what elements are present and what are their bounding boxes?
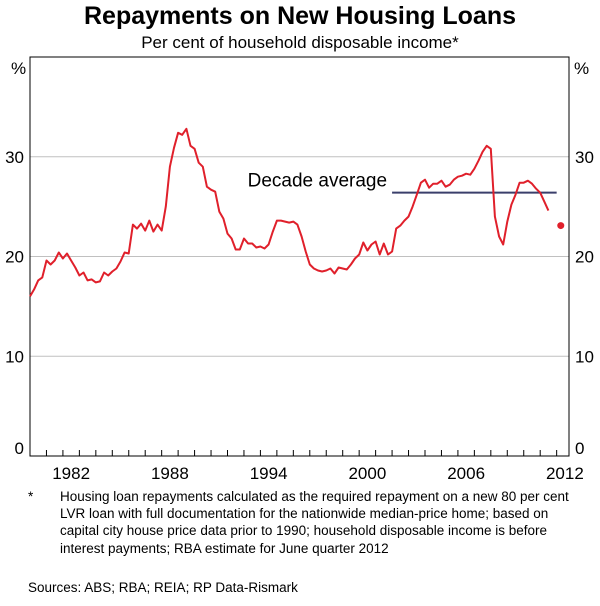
footnote-text: Housing loan repayments calculated as th… [60, 489, 569, 556]
x-tick-label: 2006 [447, 464, 485, 483]
y-axis-unit-right: % [574, 59, 589, 78]
x-axis-labels: 1982 1988 1994 2000 2006 2012 [52, 464, 584, 483]
sources: Sources: ABS; RBA; REIA; RP Data-Rismark [28, 580, 298, 595]
gridlines [30, 156, 569, 357]
decade-average-label: Decade average [248, 171, 387, 192]
y-axis-labels: 0 0 10 10 20 20 30 30 [5, 148, 594, 458]
y-tick-label-right: 10 [575, 347, 594, 366]
series-line [29, 127, 550, 297]
chart-title: Repayments on New Housing Loans [83, 2, 516, 30]
x-tick-label: 2000 [348, 464, 386, 483]
x-axis-ticks [29, 450, 558, 456]
y-tick-label-left: 20 [5, 248, 24, 267]
chart-subtitle: Per cent of household disposable income* [141, 33, 459, 52]
x-tick-label: 1982 [52, 464, 90, 483]
plot-frame [29, 56, 570, 457]
y-tick-label-left: 0 [15, 439, 24, 458]
x-tick-label: 2012 [546, 464, 584, 483]
footnote: * Housing loan repayments calculated as … [28, 488, 588, 557]
y-tick-label-right: 30 [575, 148, 594, 167]
y-tick-label-right: 0 [575, 439, 584, 458]
y-axis-unit-left: % [11, 59, 26, 78]
y-tick-label-right: 20 [575, 248, 594, 267]
x-tick-label: 1994 [250, 464, 288, 483]
y-tick-label-left: 30 [5, 148, 24, 167]
footnote-mark: * [28, 489, 34, 504]
estimate-point [557, 222, 565, 230]
y-tick-label-left: 10 [5, 347, 24, 366]
x-tick-label: 1988 [151, 464, 189, 483]
